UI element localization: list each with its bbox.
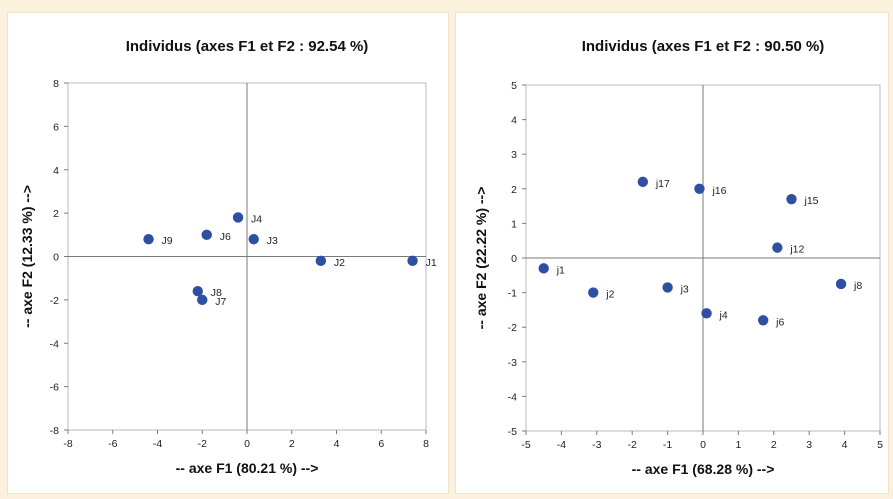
data-point-j6	[201, 229, 212, 241]
y-tick-label: 5	[511, 80, 517, 92]
data-point-j17	[637, 176, 649, 188]
x-axis-title: -- axe F1 (80.21 %) -->	[176, 460, 319, 476]
data-point-label: J3	[267, 235, 278, 247]
y-axis-title: -- axe F2 (22.22 %) -->	[473, 187, 489, 330]
x-tick-label: -4	[557, 439, 566, 451]
data-point-j9	[143, 233, 154, 245]
y-tick-label: -6	[50, 382, 59, 394]
x-tick-label: 0	[244, 438, 250, 450]
chart-title: Individus (axes F1 et F2 : 90.50 %)	[582, 38, 825, 55]
y-tick-label: 1	[511, 218, 517, 230]
data-point-label: j6	[775, 316, 784, 328]
chart-panel-left: Individus (axes F1 et F2 : 92.54 %) -8 -6 -…	[8, 13, 448, 493]
data-point-label: J7	[215, 296, 226, 308]
data-point-label: J4	[251, 213, 262, 225]
x-tick-label: -2	[628, 439, 637, 451]
data-point-label: J8	[211, 287, 222, 299]
x-tick-label: 1	[735, 439, 741, 451]
y-tick-label: 2	[53, 208, 59, 220]
data-point-j6	[757, 315, 769, 326]
x-tick-label: 6	[378, 438, 384, 450]
x-tick-label: -2	[198, 438, 207, 450]
chart-title: Individus (axes F1 et F2 : 92.54 %)	[126, 38, 369, 55]
data-point-j2	[588, 287, 599, 298]
x-tick-label: -5	[521, 439, 530, 451]
y-tick-label: -2	[508, 322, 517, 334]
data-point-label: j8	[853, 280, 862, 292]
x-tick-label: -4	[153, 438, 162, 450]
y-tick-label: 6	[53, 121, 59, 133]
x-tick-label: 8	[423, 438, 429, 450]
x-tick-label: -8	[63, 438, 72, 450]
scatter-chart-left: Individus (axes F1 et F2 : 92.54 %) -8 -6 -…	[19, 38, 437, 476]
data-point-label: j2	[605, 289, 614, 301]
chart-panel-right: Individus (axes F1 et F2 : 90.50 %) -5 -4 -…	[456, 13, 888, 493]
y-tick-label: -4	[50, 338, 59, 350]
data-point-label: J9	[162, 235, 173, 247]
y-tick-label: 4	[53, 165, 59, 177]
y-tick-label: 8	[53, 78, 59, 90]
data-point-j8	[192, 286, 203, 297]
data-point-j4	[232, 212, 244, 223]
y-tick-label: -5	[508, 426, 517, 438]
data-point-j1	[538, 263, 549, 274]
x-tick-label: -6	[108, 438, 117, 450]
x-tick-label: -3	[592, 439, 601, 451]
data-point-j7	[197, 294, 208, 306]
scatter-chart-right: Individus (axes F1 et F2 : 90.50 %) -5 -4 -…	[473, 38, 883, 477]
data-point-label: J6	[220, 231, 231, 243]
x-tick-label: -1	[663, 439, 672, 451]
data-point-j3	[248, 233, 259, 245]
x-tick-label: 0	[700, 439, 706, 451]
x-tick-label: 2	[289, 438, 295, 450]
data-point-j4	[701, 308, 712, 319]
data-point-j8	[835, 278, 847, 290]
y-tick-label: -8	[50, 425, 59, 437]
data-point-label: j3	[680, 283, 689, 295]
data-point-label: j4	[719, 309, 728, 321]
x-tick-label: 5	[877, 439, 883, 451]
x-axis-title: -- axe F1 (68.28 %) -->	[632, 461, 775, 477]
y-tick-label: 2	[511, 184, 517, 196]
x-tick-label: 2	[771, 439, 777, 451]
data-point-label: j1	[556, 264, 565, 276]
data-point-label: J2	[334, 257, 345, 269]
x-tick-label: 4	[842, 439, 848, 451]
y-axis-title: -- axe F2 (12.33 %) -->	[19, 185, 35, 328]
y-tick-label: 4	[511, 115, 517, 127]
data-point-label: j16	[711, 185, 726, 197]
data-point-label: j17	[655, 178, 670, 190]
data-point-label: j12	[789, 244, 804, 256]
y-tick-label: 0	[511, 253, 517, 265]
data-point-j3	[662, 282, 673, 293]
x-tick-label: 4	[334, 438, 340, 450]
y-tick-label: -2	[50, 295, 59, 307]
y-tick-label: -1	[508, 288, 517, 300]
data-point-label: J1	[426, 257, 437, 269]
y-tick-label: 0	[53, 252, 59, 264]
y-tick-label: -3	[508, 357, 517, 369]
y-tick-label: 3	[511, 149, 517, 161]
y-tick-label: -4	[508, 391, 517, 403]
data-point-j1	[407, 255, 418, 267]
data-point-label: j15	[804, 195, 819, 207]
x-tick-label: 3	[806, 439, 812, 451]
data-point-j12	[772, 242, 783, 253]
data-point-j16	[694, 183, 705, 194]
data-point-j2	[315, 255, 327, 267]
data-point-j15	[786, 193, 797, 205]
